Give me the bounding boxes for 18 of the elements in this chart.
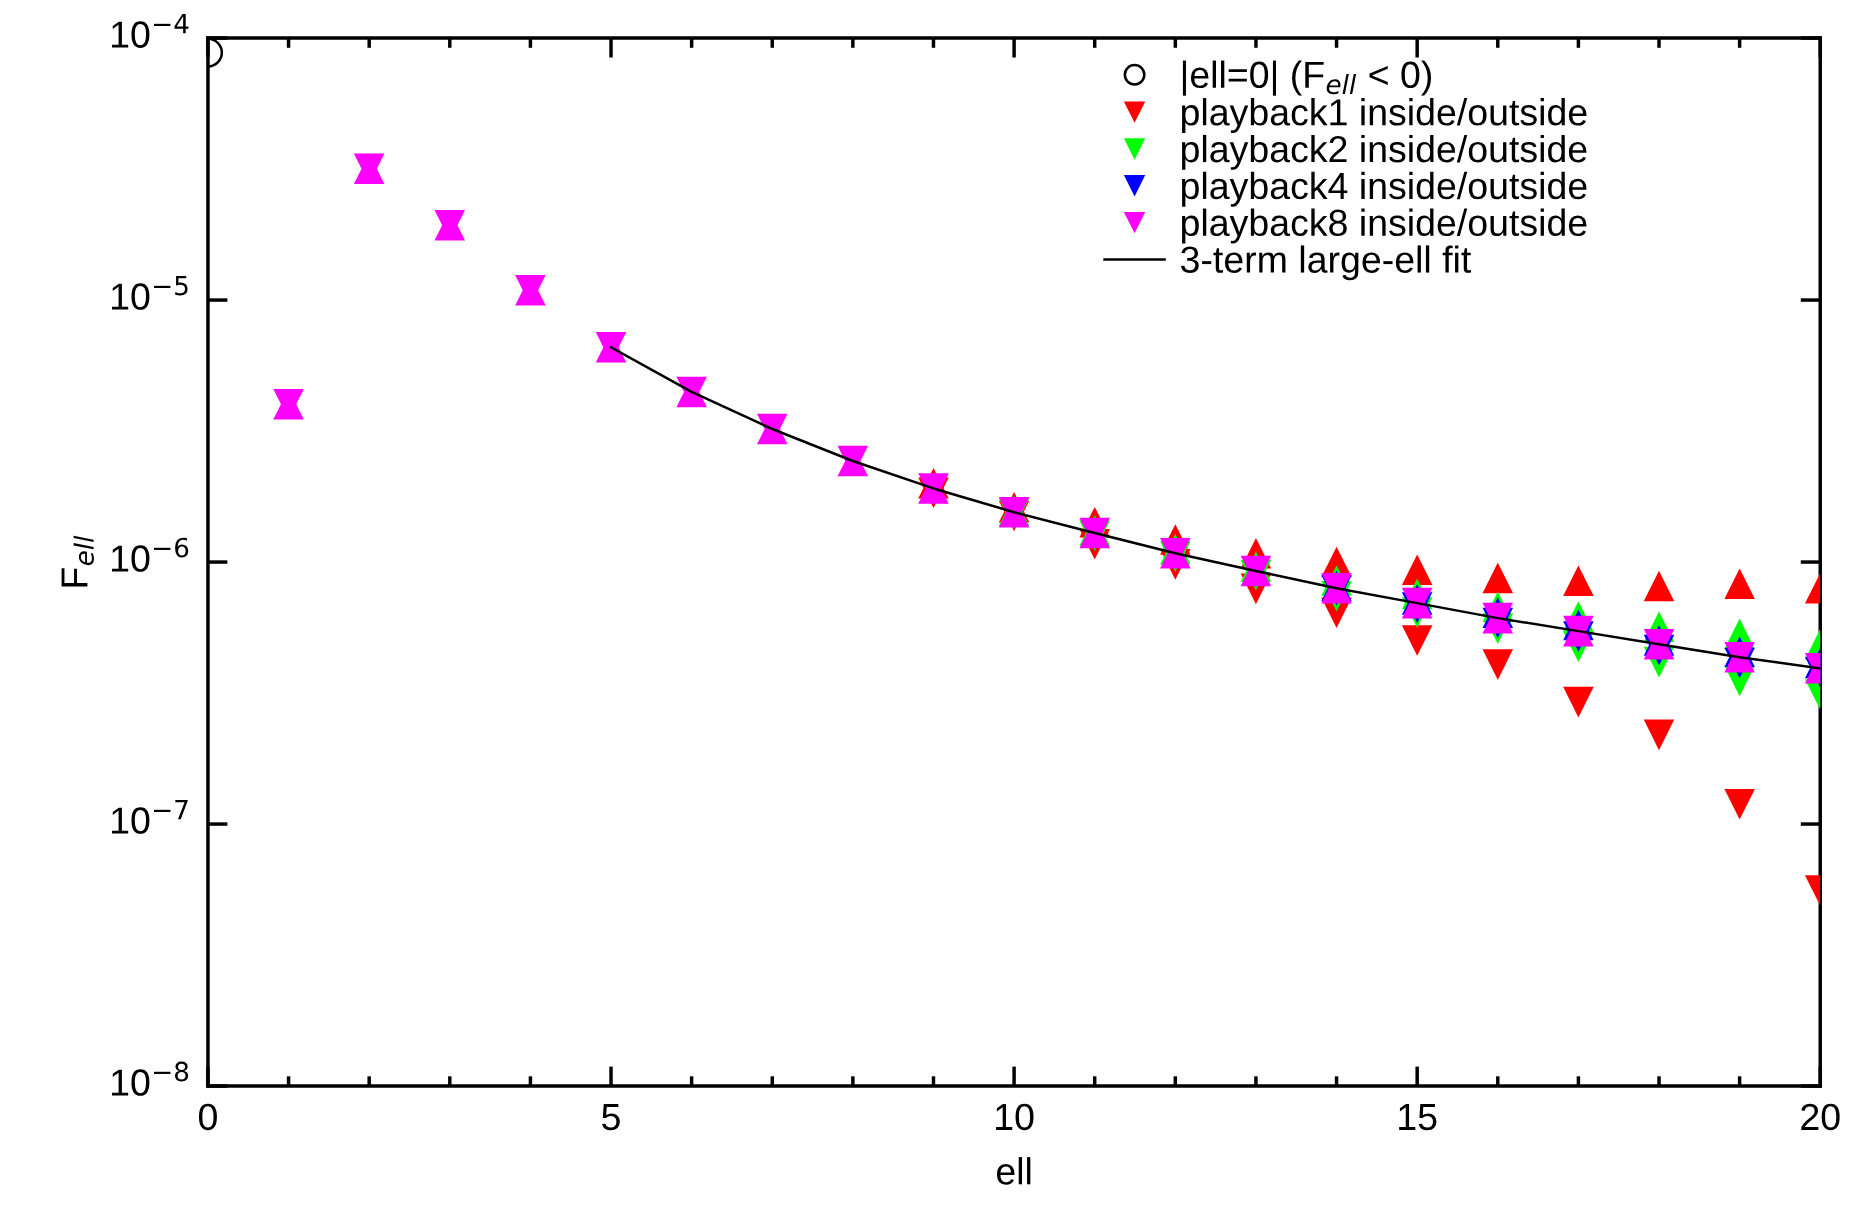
legend-label: playback2 inside/outside — [1181, 134, 1587, 170]
legend-label: |ell=0| (F$_{ell}$ < 0) — [1182, 60, 1432, 96]
x-tick-label: 10 — [996, 1103, 1034, 1131]
x-axis-title: ell — [996, 1157, 1031, 1185]
legend-label: 3-term large-ell fit — [1181, 245, 1472, 281]
x-tick-label: 15 — [1399, 1104, 1437, 1131]
legend-label: playback4 inside/outside — [1181, 171, 1587, 207]
x-tick-label: 0 — [198, 1103, 217, 1131]
y-tick-label: 10$^{−8}$ — [112, 1061, 189, 1096]
legend-label: playback8 inside/outside — [1181, 208, 1587, 244]
y-tick-label: 10$^{−6}$ — [112, 537, 189, 572]
y-axis-title: F$_{ell}$ — [61, 535, 94, 587]
x-tick-label: 5 — [602, 1104, 620, 1131]
x-tick-label: 20 — [1801, 1103, 1840, 1131]
y-tick-label: 10$^{−5}$ — [112, 276, 188, 310]
y-tick-label: 10$^{−7}$ — [112, 800, 188, 834]
legend-label: playback1 inside/outside — [1181, 98, 1587, 134]
y-tick-label: 10$^{−4}$ — [112, 14, 189, 48]
